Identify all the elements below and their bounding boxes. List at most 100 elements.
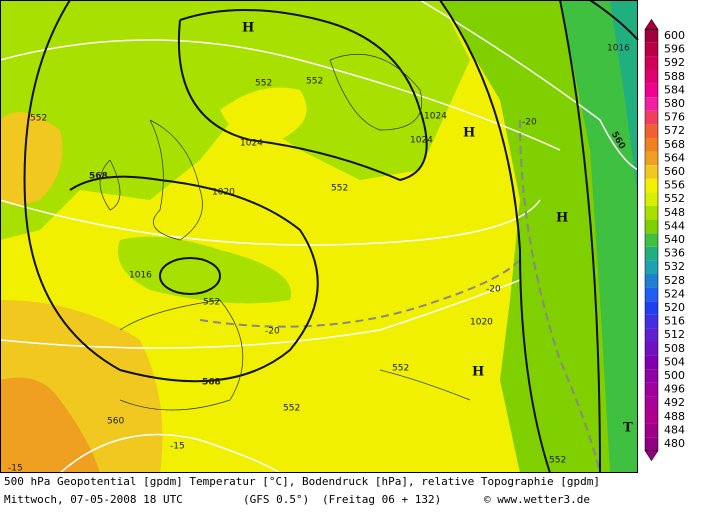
- teal-region: [610, 0, 638, 200]
- colorbar-label: 536: [664, 247, 685, 260]
- colorbar-label: 520: [664, 301, 685, 314]
- geopotential-label: 552: [255, 79, 272, 89]
- high-pressure-label: H: [242, 21, 254, 36]
- colorbar-swatch: [645, 70, 658, 84]
- high-pressure-label: H: [472, 365, 484, 380]
- footer-description: 500 hPa Geopotential [gpdm] Temperatur […: [4, 475, 600, 488]
- colorbar-swatch: [645, 423, 658, 438]
- colorbar-label: 560: [664, 165, 685, 178]
- colorbar-label: 508: [664, 342, 685, 355]
- geopotential-label: 568: [89, 172, 108, 182]
- footer-credit: © www.wetter3.de: [484, 493, 590, 506]
- colorbar-label: 480: [664, 437, 685, 450]
- teal-region: [560, 0, 638, 473]
- map: H H H H T 1016 1024 1024 1024 1020 1016 …: [0, 0, 639, 474]
- colorbar-swatch: [645, 410, 658, 424]
- temperature-label: -20: [522, 118, 537, 128]
- colorbar-label: 496: [664, 383, 685, 396]
- colorbar: 6005965925885845805765725685645605565525…: [644, 18, 685, 462]
- colorbar-swatch: [645, 355, 658, 370]
- geopotential-label: 552: [331, 184, 348, 194]
- colorbar-label: 576: [664, 111, 685, 124]
- colorbar-label: 504: [664, 355, 685, 368]
- footer-model: (GFS 0.5°): [243, 493, 309, 506]
- colorbar-swatch: [645, 56, 658, 70]
- colorbar-swatch: [645, 178, 658, 193]
- pressure-label: 1016: [129, 271, 152, 281]
- colorbar-label: 524: [664, 287, 685, 300]
- colorbar-label: 600: [664, 29, 685, 42]
- colorbar-swatch: [645, 287, 658, 302]
- colorbar-label: 516: [664, 315, 685, 328]
- pressure-label: 1016: [607, 44, 630, 54]
- colorbar-label: 580: [664, 97, 685, 110]
- colorbar-label: 528: [664, 274, 685, 287]
- temperature-label: -15: [170, 442, 185, 452]
- colorbar-swatch: [645, 29, 658, 43]
- colorbar-label: 552: [664, 192, 685, 205]
- footer: 500 hPa Geopotential [gpdm] Temperatur […: [4, 475, 600, 506]
- geopotential-label: 552: [283, 404, 300, 414]
- colorbar-swatch: [645, 165, 658, 179]
- colorbar-label: 492: [664, 396, 685, 409]
- colorbar-swatch: [645, 138, 658, 152]
- pressure-contours: [23, 0, 639, 474]
- colorbar-swatch: [645, 396, 658, 410]
- coastlines: [99, 53, 471, 411]
- geopotential-label: 552: [203, 298, 220, 308]
- colorbar-swatch: [645, 110, 658, 125]
- colorbar-swatch: [645, 274, 658, 288]
- colorbar-swatch: [645, 124, 658, 138]
- colorbar-swatch: [645, 206, 658, 220]
- geopotential-label: 568: [202, 378, 221, 388]
- temperature-label: -20: [265, 327, 280, 337]
- geopotential-label: 552: [549, 456, 566, 466]
- pressure-label: 1024: [240, 139, 263, 149]
- colorbar-label: 512: [664, 328, 685, 341]
- low-pressure-label: T: [623, 421, 633, 436]
- colorbar-label: 564: [664, 151, 685, 164]
- green-region: [118, 236, 292, 304]
- high-pressure-label: H: [463, 126, 475, 141]
- colorbar-label: 588: [664, 70, 685, 83]
- geopotential-label: 552: [30, 114, 47, 124]
- pressure-label: 1024: [410, 136, 433, 146]
- colorbar-swatch: [645, 233, 658, 247]
- colorbar-swatch: [645, 328, 658, 342]
- temperature-contours: [0, 0, 639, 349]
- colorbar-swatch: [645, 42, 658, 57]
- pressure-label: 1024: [424, 112, 447, 122]
- colorbar-arrow-bottom: [644, 450, 659, 462]
- high-pressure-label: H: [556, 211, 568, 226]
- colorbar-swatch: [645, 97, 658, 111]
- pressure-label: 1020: [212, 188, 235, 198]
- colorbar-label: 572: [664, 124, 685, 137]
- colorbar-swatch: [645, 437, 658, 451]
- colorbar-label: 592: [664, 56, 685, 69]
- geopotential-label: 560: [107, 417, 124, 427]
- colorbar-swatch: [645, 83, 658, 98]
- colorbar-swatch: [645, 260, 658, 274]
- colorbar-swatch: [645, 219, 658, 234]
- colorbar-label: 548: [664, 206, 685, 219]
- colorbar-label: 484: [664, 423, 685, 436]
- yellow-region: [220, 87, 307, 142]
- colorbar-label: 556: [664, 179, 685, 192]
- temperature-label: -20: [486, 285, 501, 295]
- geopotential-label: 552: [306, 77, 323, 87]
- footer-date: Mittwoch, 07-05-2008 18 UTC: [4, 493, 183, 506]
- colorbar-swatch: [645, 342, 658, 356]
- colorbar-swatch: [645, 314, 658, 329]
- temperature-label: -15: [8, 464, 23, 474]
- colorbar-label: 568: [664, 138, 685, 151]
- green-region: [0, 0, 470, 240]
- pressure-label: 1020: [470, 318, 493, 328]
- colorbar-swatch: [645, 382, 658, 397]
- colorbar-swatch: [645, 192, 658, 206]
- colorbar-border: [644, 28, 659, 452]
- colorbar-swatch: [645, 246, 658, 261]
- colorbar-label: 500: [664, 369, 685, 382]
- colorbar-label: 540: [664, 233, 685, 246]
- map-border: [0, 0, 638, 473]
